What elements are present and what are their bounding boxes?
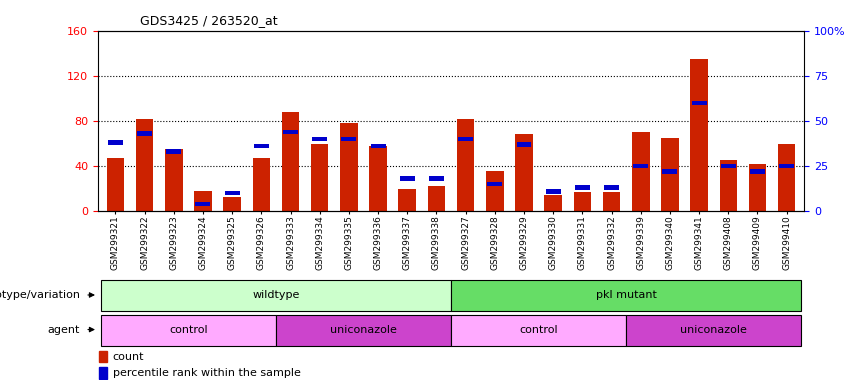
Text: percentile rank within the sample: percentile rank within the sample: [112, 368, 300, 378]
Bar: [166, 149, 181, 154]
Bar: [778, 144, 796, 211]
Bar: [369, 146, 387, 211]
Bar: [108, 141, 123, 145]
Bar: [488, 182, 502, 186]
Bar: [661, 138, 679, 211]
Bar: [486, 170, 504, 211]
Bar: [574, 192, 591, 211]
Bar: [749, 164, 766, 211]
Bar: [633, 164, 648, 168]
Bar: [254, 144, 269, 149]
Bar: [545, 189, 561, 194]
Text: genotype/variation: genotype/variation: [0, 290, 80, 300]
Bar: [165, 149, 182, 211]
Text: GDS3425 / 263520_at: GDS3425 / 263520_at: [140, 14, 278, 27]
Bar: [720, 161, 737, 211]
FancyBboxPatch shape: [276, 315, 451, 346]
Text: uniconazole: uniconazole: [680, 324, 747, 334]
Bar: [429, 177, 444, 181]
Bar: [457, 119, 474, 211]
Text: agent: agent: [48, 324, 80, 334]
Bar: [604, 185, 619, 190]
Text: control: control: [519, 324, 558, 334]
Bar: [340, 123, 357, 211]
Bar: [632, 132, 649, 211]
Bar: [515, 134, 533, 211]
Bar: [780, 164, 794, 168]
Bar: [312, 137, 327, 141]
Text: uniconazole: uniconazole: [330, 324, 397, 334]
Bar: [721, 164, 736, 168]
Bar: [137, 131, 152, 136]
Bar: [603, 192, 620, 211]
FancyBboxPatch shape: [626, 315, 802, 346]
Text: wildtype: wildtype: [252, 290, 300, 300]
Text: control: control: [169, 324, 208, 334]
Bar: [371, 144, 386, 149]
Text: pkl mutant: pkl mutant: [596, 290, 657, 300]
Bar: [690, 59, 708, 211]
Bar: [282, 112, 300, 211]
Bar: [545, 195, 562, 211]
Bar: [575, 185, 590, 190]
Bar: [398, 189, 416, 211]
Bar: [106, 158, 124, 211]
FancyBboxPatch shape: [100, 280, 451, 311]
Bar: [225, 191, 240, 195]
Bar: [428, 186, 445, 211]
Text: count: count: [112, 352, 144, 362]
Bar: [99, 351, 107, 362]
FancyBboxPatch shape: [100, 315, 276, 346]
Bar: [253, 158, 270, 211]
Bar: [311, 144, 328, 211]
FancyBboxPatch shape: [451, 315, 626, 346]
Bar: [136, 119, 153, 211]
Bar: [194, 191, 212, 211]
Bar: [400, 177, 414, 181]
Bar: [283, 129, 298, 134]
Bar: [458, 137, 473, 141]
Bar: [341, 137, 357, 141]
Bar: [750, 169, 765, 174]
Bar: [196, 202, 210, 206]
FancyBboxPatch shape: [451, 280, 802, 311]
Bar: [692, 101, 706, 105]
Bar: [517, 142, 531, 147]
Bar: [662, 169, 677, 174]
Bar: [223, 197, 241, 211]
Bar: [99, 367, 107, 379]
